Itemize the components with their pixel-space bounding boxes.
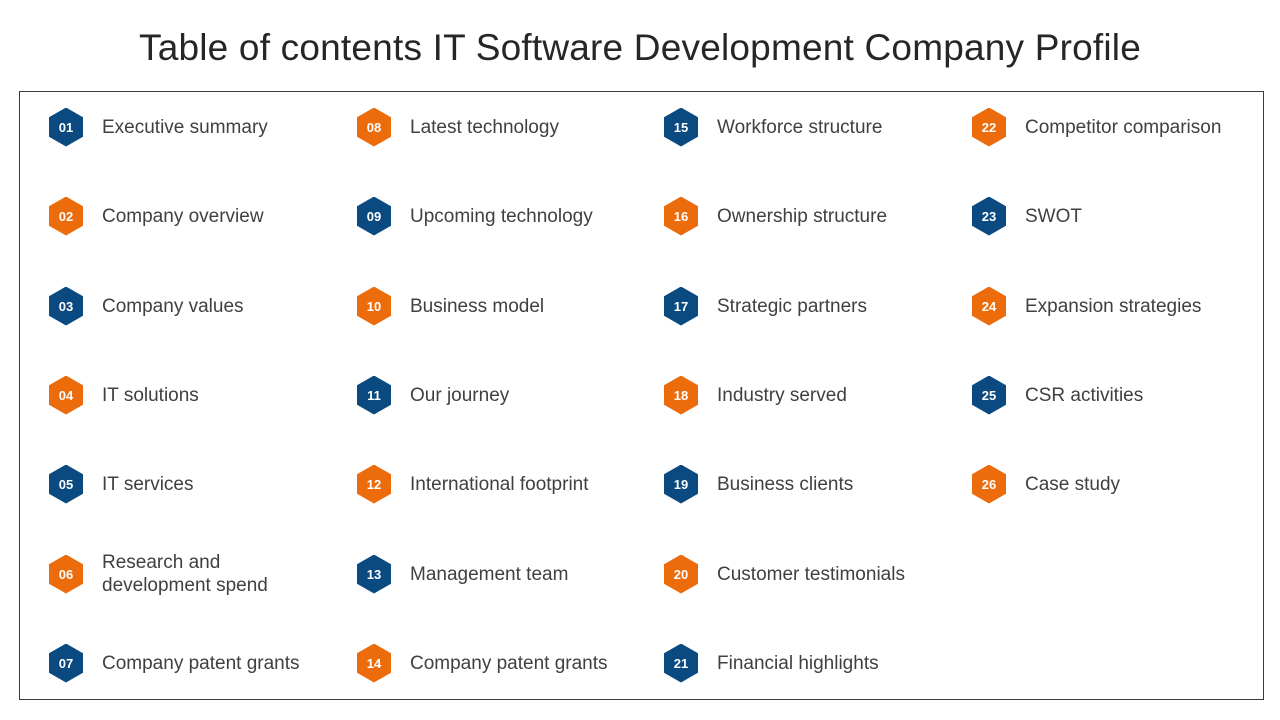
toc-item-19: 19 Business clients [664,462,853,506]
hexagon-number-badge: 12 [357,464,391,504]
toc-item-label: Business clients [717,473,854,495]
hexagon-number-badge: 07 [49,643,83,683]
toc-item-label: Company patent grants [410,652,608,674]
toc-item-label: Financial highlights [717,652,879,674]
toc-item-label: Company values [102,295,244,317]
toc-item-label: Business model [410,295,545,317]
hexagon-number-badge: 03 [49,286,83,326]
hexagon-number-badge: 02 [49,196,83,236]
toc-item-18: 18 Industry served [664,373,847,417]
toc-item-label: CSR activities [1025,384,1144,406]
hexagon-number-badge: 20 [664,554,698,594]
toc-item-label: Workforce structure [717,116,883,138]
hexagon-number-badge: 11 [357,375,391,415]
hexagon-number-badge: 16 [664,196,698,236]
toc-item-20: 20 Customer testimonials [664,552,905,596]
hexagon-number-badge: 05 [49,464,83,504]
toc-item-14: 14 Company patent grants [357,641,608,685]
toc-item-02: 02 Company overview [49,194,264,238]
toc-item-15: 15 Workforce structure [664,105,882,149]
hexagon-number-badge: 04 [49,375,83,415]
toc-item-04: 04 IT solutions [49,373,199,417]
toc-item-17: 17 Strategic partners [664,284,867,328]
toc-item-label: Research and development spend [102,552,268,596]
toc-item-09: 09 Upcoming technology [357,194,593,238]
toc-item-10: 10 Business model [357,284,544,328]
toc-frame [19,91,1264,700]
hexagon-number-badge: 18 [664,375,698,415]
hexagon-number-badge: 26 [972,464,1006,504]
hexagon-number-badge: 10 [357,286,391,326]
toc-item-label: Upcoming technology [410,205,593,227]
toc-item-label: Company patent grants [102,652,300,674]
hexagon-number-badge: 17 [664,286,698,326]
toc-item-13: 13 Management team [357,552,568,596]
toc-item-01: 01 Executive summary [49,105,268,149]
toc-item-23: 23 SWOT [972,194,1082,238]
toc-item-label: Competitor comparison [1025,116,1222,138]
toc-item-label: Company overview [102,205,264,227]
hexagon-number-badge: 23 [972,196,1006,236]
toc-item-label: Latest technology [410,116,559,138]
toc-item-label: Executive summary [102,116,268,138]
toc-item-26: 26 Case study [972,462,1120,506]
toc-item-label: Case study [1025,473,1121,495]
hexagon-number-badge: 14 [357,643,391,683]
hexagon-number-badge: 01 [49,107,83,147]
toc-item-12: 12 International footprint [357,462,589,506]
toc-item-label: Strategic partners [717,295,867,317]
hexagon-number-badge: 19 [664,464,698,504]
toc-item-label: Management team [410,563,569,585]
toc-item-label: Industry served [717,384,847,406]
toc-item-label: IT solutions [102,384,199,406]
hexagon-number-badge: 15 [664,107,698,147]
toc-item-16: 16 Ownership structure [664,194,887,238]
toc-item-24: 24 Expansion strategies [972,284,1201,328]
toc-item-label: IT services [102,473,194,495]
toc-item-label: Expansion strategies [1025,295,1202,317]
hexagon-number-badge: 21 [664,643,698,683]
toc-item-label: Our journey [410,384,510,406]
toc-item-07: 07 Company patent grants [49,641,300,685]
toc-item-11: 11 Our journey [357,373,509,417]
hexagon-number-badge: 06 [49,554,83,594]
hexagon-number-badge: 08 [357,107,391,147]
toc-item-05: 05 IT services [49,462,194,506]
toc-item-08: 08 Latest technology [357,105,559,149]
hexagon-number-badge: 13 [357,554,391,594]
hexagon-number-badge: 09 [357,196,391,236]
toc-item-label: International footprint [410,473,589,495]
toc-item-06: 06 Research and development spend [49,552,268,596]
page-title: Table of contents IT Software Developmen… [139,27,1141,68]
toc-item-03: 03 Company values [49,284,244,328]
toc-item-22: 22 Competitor comparison [972,105,1221,149]
toc-item-label: Ownership structure [717,205,888,227]
toc-item-label: Customer testimonials [717,563,905,585]
toc-item-label: SWOT [1025,205,1082,227]
hexagon-number-badge: 25 [972,375,1006,415]
toc-item-25: 25 CSR activities [972,373,1143,417]
hexagon-number-badge: 22 [972,107,1006,147]
hexagon-number-badge: 24 [972,286,1006,326]
toc-item-21: 21 Financial highlights [664,641,879,685]
